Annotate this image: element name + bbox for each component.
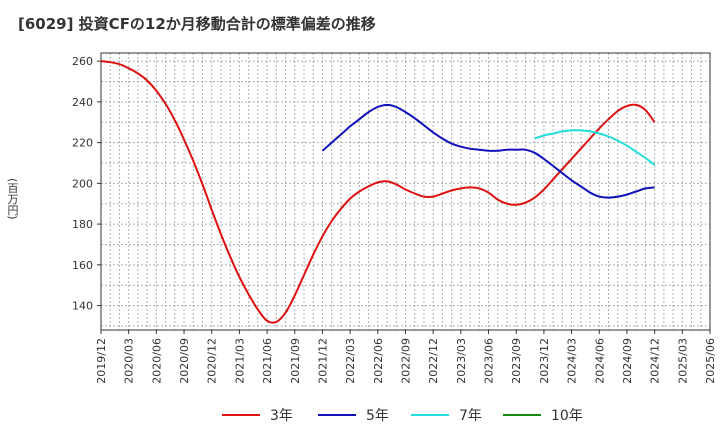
series-line-5年 (321, 103, 655, 199)
x-tick-label: 2024/12 (649, 338, 662, 384)
legend-swatch (411, 414, 449, 416)
x-tick-label: 2020/06 (150, 338, 163, 384)
legend-item: 3年 (222, 402, 293, 428)
x-tick-label: 2022/12 (427, 338, 440, 384)
x-tick-label: 2025/06 (704, 338, 717, 384)
series-lines (100, 60, 656, 324)
y-tick-label: 220 (72, 137, 93, 150)
y-axis-unit-label: (百万円) (6, 178, 19, 220)
x-tick-label: 2020/12 (206, 338, 219, 384)
x-tick-label: 2021/06 (261, 338, 274, 384)
axes: 140 160 180 200 220 240 260 2019/12 2020/03 2020/… (72, 52, 717, 384)
grid-lines (101, 53, 710, 330)
legend-item: 10年 (503, 402, 583, 428)
x-tick-label: 2021/09 (289, 338, 302, 384)
legend-label: 7年 (459, 408, 482, 424)
series-line-3年 (100, 60, 656, 324)
legend-label: 10年 (551, 408, 583, 424)
x-tick-label: 2022/06 (372, 338, 385, 384)
legend-item: 5年 (318, 402, 389, 428)
series-line-7年 (534, 129, 656, 166)
x-tick-label: 2023/06 (483, 338, 496, 384)
y-tick-label: 140 (72, 300, 93, 313)
x-tick-label: 2024/06 (593, 338, 606, 384)
x-tick-label: 2020/09 (178, 338, 191, 384)
legend-swatch (503, 414, 541, 416)
chart-title: [6029] 投資CFの12か月移動合計の標準偏差の推移 (18, 15, 376, 33)
y-tick-label: 240 (72, 96, 93, 109)
plot-area (101, 53, 710, 330)
x-tick-label: 2020/03 (123, 338, 136, 384)
legend-label: 3年 (270, 408, 293, 424)
x-tick-label: 2024/03 (566, 338, 579, 384)
legend: 3年 5年 7年 10年 (0, 402, 720, 428)
x-tick-label: 2022/03 (344, 338, 357, 384)
x-tick-label: 2023/12 (538, 338, 551, 384)
x-tick-label: 2019/12 (95, 338, 108, 384)
x-tick-label: 2024/09 (621, 338, 634, 384)
y-tick-label: 260 (72, 55, 93, 68)
legend-swatch (222, 414, 260, 416)
y-tick-label: 180 (72, 218, 93, 231)
x-tick-label: 2021/12 (316, 338, 329, 384)
x-tick-label: 2022/09 (400, 338, 413, 384)
legend-swatch (318, 414, 356, 416)
x-tick-label: 2023/09 (510, 338, 523, 384)
legend-item: 7年 (411, 402, 482, 428)
y-tick-label: 200 (72, 177, 93, 190)
x-tick-label: 2021/03 (233, 338, 246, 384)
y-tick-label: 160 (72, 259, 93, 272)
x-tick-label: 2023/03 (455, 338, 468, 384)
x-tick-label: 2025/03 (676, 338, 689, 384)
legend-label: 5年 (366, 408, 389, 424)
